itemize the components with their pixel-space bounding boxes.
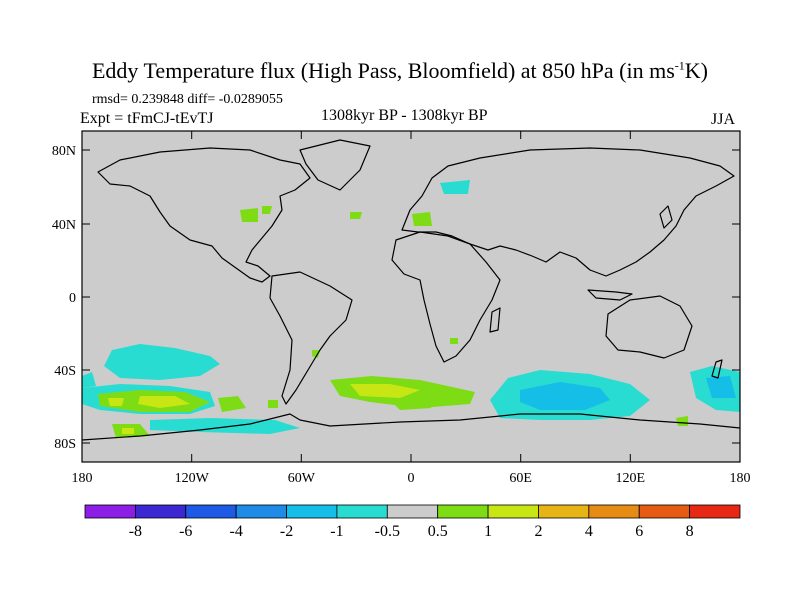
lat-label: 0 xyxy=(69,291,76,306)
experiment-label: Expt = tFmCJ-tEvTJ xyxy=(80,110,214,127)
colorbar-swatch xyxy=(286,504,338,519)
colorbar-label: 4 xyxy=(585,523,593,540)
colorbar-label: -0.5 xyxy=(375,523,400,540)
indonesia-coast xyxy=(587,289,633,301)
colorbar-label: 6 xyxy=(635,523,643,540)
colorbar-swatch xyxy=(638,504,691,519)
period-label: 1308kyr BP - 1308kyr BP xyxy=(321,107,488,124)
new-zealand-coast xyxy=(711,359,723,379)
lon-label: 180 xyxy=(72,471,93,486)
title-sup: -1 xyxy=(674,58,685,73)
colorbar-swatch xyxy=(487,504,539,519)
lon-label: 60E xyxy=(509,471,532,486)
colorbar-label: -4 xyxy=(229,523,242,540)
colorbar-swatch xyxy=(689,504,741,519)
colorbar-swatch xyxy=(437,504,489,519)
colorbar-label: 1 xyxy=(484,523,492,540)
colorbar-label: -1 xyxy=(330,523,343,540)
latitude-labels: 80N 40N 0 40S 80S xyxy=(52,144,76,452)
colorbar-label: 2 xyxy=(534,523,542,540)
colorbar-label: -6 xyxy=(179,523,192,540)
axis-ticks xyxy=(82,131,740,462)
lon-label: 120E xyxy=(616,471,646,486)
greenland-coast xyxy=(299,139,371,191)
japan-coast xyxy=(659,205,673,229)
lon-label: 180 xyxy=(730,471,751,486)
title-end: K) xyxy=(684,58,708,83)
australia-coast xyxy=(605,295,693,359)
stats-line: rmsd= 0.239848 diff= -0.0289055 xyxy=(92,92,283,107)
antarctica-coast xyxy=(81,413,741,441)
strong-positive-shading xyxy=(108,384,420,434)
strong-negative-shading xyxy=(520,376,736,410)
lat-label: 40S xyxy=(54,364,76,379)
lat-label: 40N xyxy=(52,218,76,233)
colorbar-swatch xyxy=(185,504,237,519)
lon-label: 120W xyxy=(175,471,210,486)
colorbar-swatch xyxy=(84,504,136,519)
colorbar-swatch xyxy=(538,504,590,519)
lat-label: 80S xyxy=(54,437,76,452)
longitude-labels: 180 120W 60W 0 60E 120E 180 xyxy=(72,471,751,486)
coastlines xyxy=(81,139,741,441)
south-america-coast xyxy=(269,271,353,405)
colorbar-label: -2 xyxy=(280,523,293,540)
colorbar: -8 -6 -4 -2 -1 -0.5 0.5 1 2 4 6 8 xyxy=(84,504,741,540)
colorbar-swatch xyxy=(386,504,439,519)
madagascar-coast xyxy=(489,307,501,333)
colorbar-swatch xyxy=(336,504,388,519)
plot-title: Eddy Temperature flux (High Pass, Bloomf… xyxy=(0,58,800,84)
lon-label: 60W xyxy=(288,471,316,486)
season-label: JJA xyxy=(711,111,736,128)
colorbar-swatch xyxy=(235,504,287,519)
colorbar-label: -8 xyxy=(129,523,142,540)
colorbar-swatch xyxy=(588,504,640,519)
eurasia-coast xyxy=(401,147,735,277)
lat-label: 80N xyxy=(52,144,76,159)
africa-coast xyxy=(391,231,501,363)
colorbar-label: 8 xyxy=(686,523,694,540)
north-america-coast xyxy=(97,147,311,283)
title-main: Eddy Temperature flux (High Pass, Bloomf… xyxy=(91,58,675,83)
colorbar-swatch xyxy=(134,504,187,519)
lon-label: 0 xyxy=(408,471,415,486)
colorbar-label: 0.5 xyxy=(428,523,448,540)
